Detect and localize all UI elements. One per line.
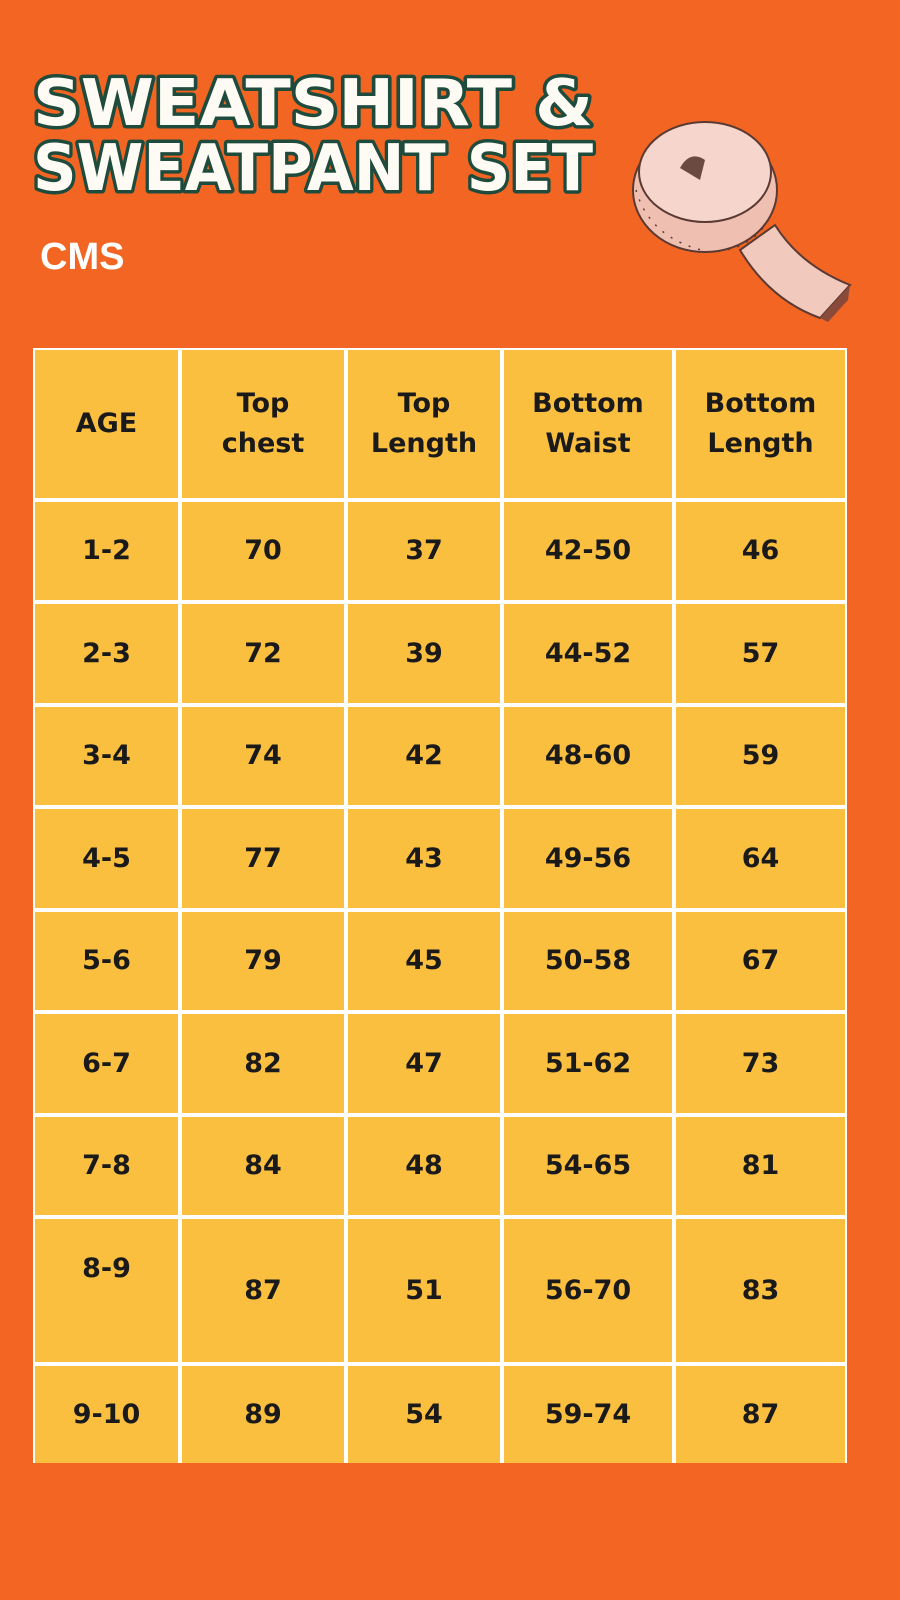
table-cell: 48 [348, 1117, 500, 1215]
header-cell: Top Length [348, 350, 500, 498]
table-cell: 50-58 [504, 912, 672, 1010]
header-text: Length [370, 428, 478, 459]
table-cell: 3-4 [35, 707, 178, 805]
table-cell: 79 [182, 912, 344, 1010]
table-cell: 7-8 [35, 1117, 178, 1215]
subtitle: CMS [40, 236, 125, 278]
table-cell: 59 [676, 707, 845, 805]
table-cell: 5-6 [35, 912, 178, 1010]
table-cell: 89 [182, 1366, 344, 1463]
table-cell: 45 [348, 912, 500, 1010]
table-cell: 46 [676, 502, 845, 600]
size-table: AGE Top chest Top Length Bottom Waist Bottom Len… [33, 348, 847, 1463]
table-cell: 74 [182, 707, 344, 805]
table-cell: 56-70 [504, 1219, 672, 1362]
table-cell: 81 [676, 1117, 845, 1215]
header-text: Waist [545, 428, 631, 459]
header-text: Length [707, 428, 814, 459]
table-cell: 39 [348, 604, 500, 703]
table-cell: 44-52 [504, 604, 672, 703]
table-cell: 42 [348, 707, 500, 805]
header-cell: Bottom Length [676, 350, 845, 498]
title-line: SWEATPANT SET [33, 132, 593, 206]
table-cell: 73 [676, 1014, 845, 1113]
table-cell: 83 [676, 1219, 845, 1362]
table-cell: 43 [348, 809, 500, 908]
table-cell: 47 [348, 1014, 500, 1113]
header-text: Bottom [704, 388, 817, 419]
table-cell: 48-60 [504, 707, 672, 805]
table-cell: 54 [348, 1366, 500, 1463]
header-cell: Bottom Waist [504, 350, 672, 498]
table-cell: 6-7 [35, 1014, 178, 1113]
header-text: Top [236, 388, 290, 419]
table-cell: 54-65 [504, 1117, 672, 1215]
table-cell: 49-56 [504, 809, 672, 908]
table-cell: 59-74 [504, 1366, 672, 1463]
title-line: SWEATSHIRT & [33, 67, 593, 141]
table-cell: 70 [182, 502, 344, 600]
table-cell: 51 [348, 1219, 500, 1362]
table-cell: 72 [182, 604, 344, 703]
table-cell: 9-10 [35, 1366, 178, 1463]
header-text: Top [397, 388, 451, 419]
header-cell: Top chest [182, 350, 344, 498]
header-cell: AGE [35, 350, 178, 498]
header-art: SWEATSHIRT & SWEATPANT SET [30, 64, 852, 322]
table-cell: 1-2 [35, 502, 178, 600]
header-text: chest [221, 428, 305, 459]
table-cell: 37 [348, 502, 500, 600]
table-cell: 8-9 [35, 1219, 178, 1362]
header-text: Bottom [532, 388, 644, 419]
table-cell: 87 [182, 1219, 344, 1362]
table-cell: 51-62 [504, 1014, 672, 1113]
table-cell: 64 [676, 809, 845, 908]
table-cell: 82 [182, 1014, 344, 1113]
table-cell: 4-5 [35, 809, 178, 908]
table-cell: 77 [182, 809, 344, 908]
table-cell: 2-3 [35, 604, 178, 703]
table-cell: 67 [676, 912, 845, 1010]
table-cell: 84 [182, 1117, 344, 1215]
header-text: AGE [75, 408, 138, 439]
table-cell: 57 [676, 604, 845, 703]
table-cell: 87 [676, 1366, 845, 1463]
tape-measure-icon [632, 121, 852, 322]
table-cell: 42-50 [504, 502, 672, 600]
